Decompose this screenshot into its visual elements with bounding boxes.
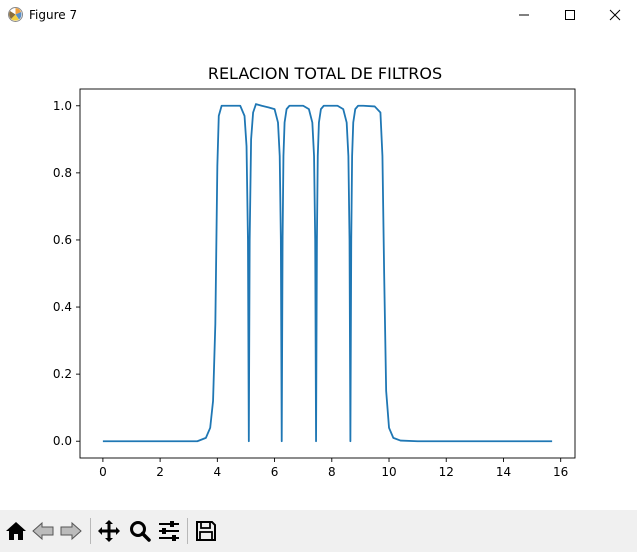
y-tick-label: 0.0 — [53, 434, 72, 448]
save-button[interactable] — [193, 518, 219, 544]
matplotlib-icon — [8, 7, 23, 22]
forward-button[interactable] — [58, 518, 84, 544]
x-tick-label: 12 — [439, 465, 454, 479]
x-tick-label: 4 — [214, 465, 222, 479]
title-bar[interactable]: Figure 7 — [0, 0, 637, 30]
x-tick-label: 10 — [381, 465, 396, 479]
pan-icon — [98, 520, 120, 542]
x-tick-label: 6 — [271, 465, 279, 479]
y-tick-label: 0.2 — [53, 367, 72, 381]
minimize-icon — [519, 14, 529, 16]
navigation-toolbar — [0, 510, 637, 552]
y-tick-label: 0.8 — [53, 166, 72, 180]
home-icon — [6, 522, 26, 540]
y-tick-label: 0.6 — [53, 233, 72, 247]
figure-canvas[interactable]: RELACION TOTAL DE FILTROS 0 2 4 6 8 10 12 14 16 0… — [0, 30, 637, 510]
minimize-button[interactable] — [501, 0, 547, 30]
pan-button[interactable] — [96, 518, 122, 544]
save-icon — [196, 521, 216, 541]
home-button[interactable] — [3, 518, 29, 544]
forward-icon — [60, 521, 82, 541]
series-line-0 — [102, 103, 553, 443]
configure-subplots-button[interactable] — [156, 518, 182, 544]
toolbar-separator — [90, 518, 91, 544]
y-tick-label: 1.0 — [53, 99, 72, 113]
maximize-icon — [565, 10, 575, 20]
axes-frame — [79, 88, 576, 459]
x-tick-label: 16 — [553, 465, 568, 479]
close-icon — [609, 9, 621, 21]
close-button[interactable] — [592, 0, 637, 30]
back-icon — [32, 521, 54, 541]
zoom-button[interactable] — [127, 518, 153, 544]
chart-title: RELACION TOTAL DE FILTROS — [208, 64, 442, 83]
zoom-icon — [130, 521, 151, 542]
y-tick-label: 0.4 — [53, 300, 72, 314]
x-tick-label: 14 — [496, 465, 511, 479]
x-tick-label: 2 — [156, 465, 164, 479]
line-chart: RELACION TOTAL DE FILTROS 0 2 4 6 8 10 12 14 160… — [53, 64, 576, 479]
toolbar-separator — [187, 518, 188, 544]
maximize-button[interactable] — [547, 0, 593, 30]
subplots-icon — [159, 521, 179, 541]
plot-axes: 0 2 4 6 8 10 12 14 16 0.0 0.2 0.4 0.6 0.8 1.0 — [53, 88, 576, 479]
back-button[interactable] — [30, 518, 56, 544]
x-tick-label: 0 — [99, 465, 107, 479]
window-title: Figure 7 — [29, 8, 78, 22]
x-tick-label: 8 — [328, 465, 336, 479]
